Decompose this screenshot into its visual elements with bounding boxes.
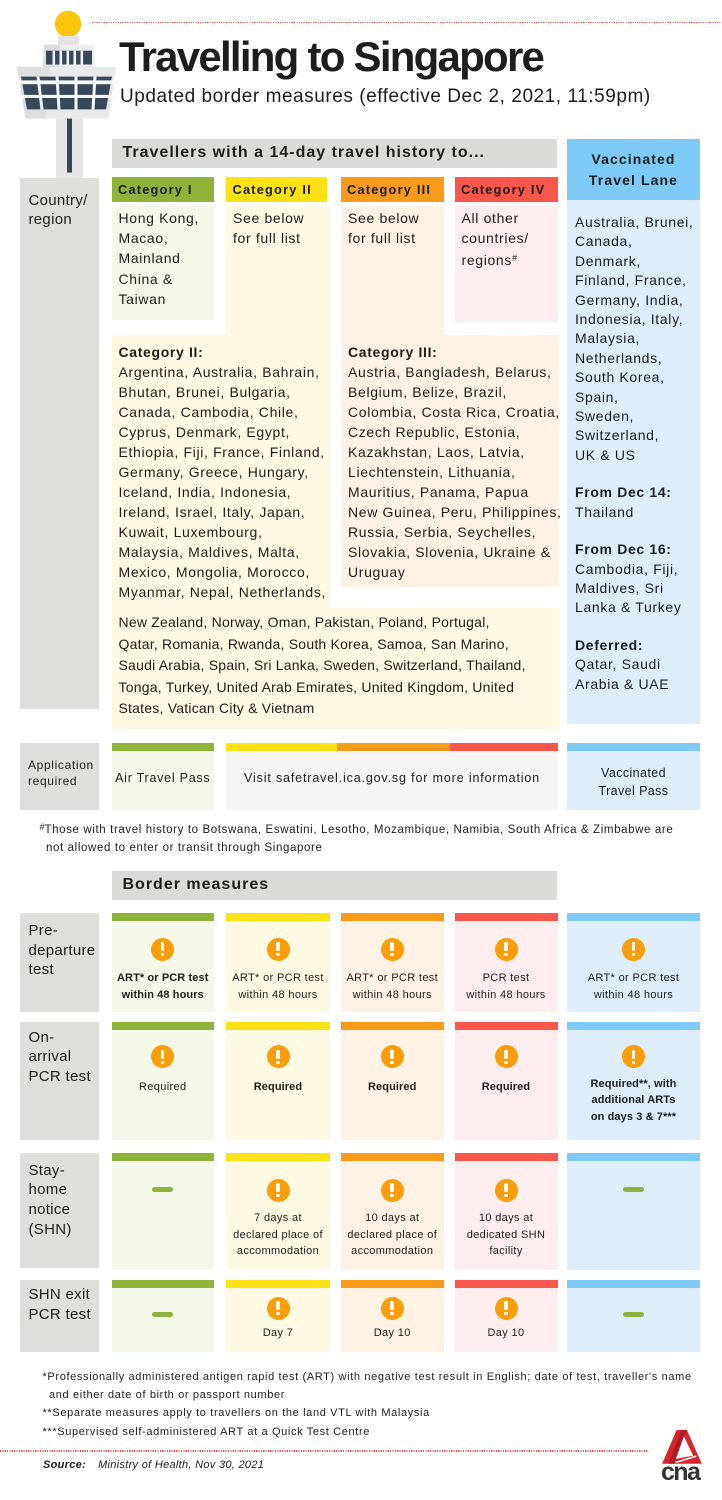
svg-text:cna: cna <box>661 1458 702 1485</box>
